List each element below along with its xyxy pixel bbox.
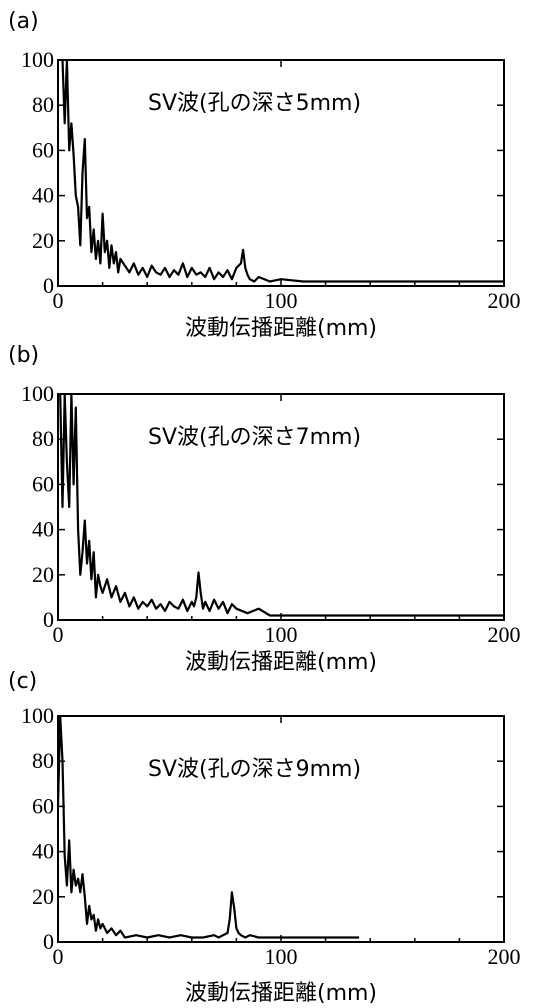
x-tick-label: 0 — [53, 288, 64, 313]
x-tick-label: 200 — [488, 622, 521, 647]
chart-title: SV波(孔の深さ9mm) — [148, 757, 361, 782]
x-tick-label: 100 — [265, 944, 298, 969]
y-tick-label: 80 — [32, 426, 54, 451]
y-tick-label: 0 — [43, 273, 54, 298]
x-tick-label: 200 — [488, 288, 521, 313]
panel-c: (c) SV波(孔の深さ9mm) 0 20 40 60 80 100 0 100 200 波動… — [8, 669, 521, 1006]
x-axis-label: 波動伝播距離(mm) — [185, 316, 377, 341]
series-line — [61, 58, 504, 283]
x-tick-label: 100 — [265, 288, 298, 313]
x-tick-label: 100 — [265, 622, 298, 647]
y-tick-label: 60 — [32, 793, 54, 818]
x-ticks: 0 100 200 — [53, 60, 521, 313]
panel-label: (c) — [8, 669, 37, 694]
panel-a: (a) SV波(孔の深さ5mm) 0 20 40 60 80 100 0 100 200 波動… — [8, 9, 521, 341]
series-line — [59, 392, 504, 617]
chart-title: SV波(孔の深さ7mm) — [148, 425, 361, 450]
panel-label: (b) — [8, 343, 39, 368]
y-tick-label: 0 — [43, 607, 54, 632]
y-tick-label: 40 — [32, 839, 54, 864]
y-tick-label: 80 — [32, 748, 54, 773]
y-tick-label: 60 — [32, 471, 54, 496]
y-tick-label: 100 — [21, 703, 54, 728]
x-tick-label: 0 — [53, 944, 64, 969]
y-tick-label: 0 — [43, 929, 54, 954]
x-tick-label: 200 — [488, 944, 521, 969]
x-tick-label: 0 — [53, 622, 64, 647]
y-ticks: 0 20 40 60 80 100 — [21, 703, 504, 954]
x-ticks: 0 100 200 — [53, 716, 521, 969]
x-ticks: 0 100 200 — [53, 394, 521, 647]
chart-title: SV波(孔の深さ5mm) — [148, 91, 361, 116]
y-tick-label: 20 — [32, 228, 54, 253]
plot-frame — [57, 715, 505, 943]
x-axis-label: 波動伝播距離(mm) — [185, 981, 377, 1006]
y-tick-label: 100 — [21, 47, 54, 72]
panel-b: (b) SV波(孔の深さ7mm) 0 20 40 60 80 100 0 100 200 波動… — [8, 343, 521, 675]
y-tick-label: 60 — [32, 137, 54, 162]
y-tick-label: 100 — [21, 381, 54, 406]
y-ticks: 0 20 40 60 80 100 — [21, 47, 504, 298]
y-ticks: 0 20 40 60 80 100 — [21, 381, 504, 632]
y-tick-label: 20 — [32, 562, 54, 587]
panel-label: (a) — [8, 9, 39, 34]
y-tick-label: 80 — [32, 92, 54, 117]
x-axis-label: 波動伝播距離(mm) — [185, 650, 377, 675]
y-tick-label: 40 — [32, 183, 54, 208]
y-tick-label: 40 — [32, 517, 54, 542]
y-tick-label: 20 — [32, 884, 54, 909]
series-line — [56, 714, 360, 939]
